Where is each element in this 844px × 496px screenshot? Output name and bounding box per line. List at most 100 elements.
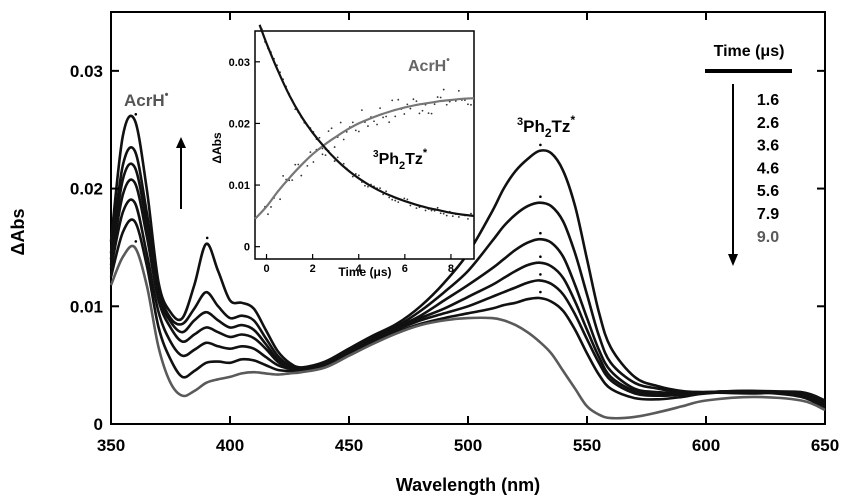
inset-data-point (415, 207, 418, 210)
inset-data-point (342, 162, 345, 165)
inset-y-ticks: 0 0.01 0.02 0.03 (229, 57, 260, 254)
inset-background (255, 31, 474, 259)
inset-x-tick-label: 6 (402, 263, 408, 275)
inset-x-tick-label: 0 (263, 263, 269, 275)
series-line-9-0us (109, 244, 826, 420)
inset-data-point (379, 107, 381, 110)
legend-entry: 5.6 (757, 183, 779, 200)
inset-data-point (391, 198, 394, 201)
inset-data-point (376, 123, 378, 126)
inset-x-tick-label: 2 (310, 263, 316, 275)
series-line-1-6us (109, 114, 826, 402)
triplet-ph2tz-label: 3Ph2Tz* (517, 113, 575, 140)
inset-data-point (279, 198, 281, 201)
data-point (205, 236, 209, 240)
inset-data-point (397, 201, 400, 204)
inset-data-point (388, 121, 391, 124)
inset-data-point (403, 197, 406, 200)
inset-data-point (330, 127, 333, 130)
legend-entry: 9.0 (757, 229, 779, 246)
data-point (539, 143, 542, 147)
legend-entry: 1.6 (757, 92, 779, 109)
inset-data-point (382, 193, 385, 196)
series-line-4-6us (109, 178, 826, 408)
x-axis-title: Wavelength (nm) (396, 475, 540, 495)
inset-data-point (385, 115, 388, 118)
legend-entry: 4.6 (757, 160, 779, 177)
inset-data-point (267, 213, 269, 216)
inset-data-point (415, 100, 418, 103)
main-series-group (109, 112, 826, 420)
data-point (539, 273, 542, 276)
inset-decay-curve (258, 24, 475, 217)
inset-data-point (309, 151, 312, 154)
acrh-radical-label: AcrH• (124, 89, 169, 110)
inset-data-point (418, 112, 421, 115)
x-tick-label: 500 (454, 436, 482, 455)
inset-data-point (430, 112, 433, 115)
legend-title: Time (μs) (714, 43, 785, 60)
inset-data-point (406, 198, 409, 201)
inset-data-point (433, 103, 436, 106)
inset-data-point (388, 196, 391, 199)
inset-data-point (333, 160, 336, 162)
inset-data-point (385, 190, 388, 193)
inset-data-point (297, 163, 300, 166)
x-tick-label: 400 (216, 436, 244, 455)
legend-arrow-head-icon (728, 254, 738, 266)
inset-data-point (470, 103, 472, 106)
inset-rise-curve (254, 97, 475, 220)
inset-data-point (336, 156, 339, 159)
data-point (539, 255, 542, 259)
x-tick-label: 550 (573, 436, 601, 455)
inset-data-point (451, 215, 454, 218)
inset-data-point (394, 115, 397, 118)
inset-data-point (360, 109, 363, 112)
inset-data-point (373, 120, 375, 123)
inset-data-point (354, 129, 357, 132)
inset-y-tick-label: 0.03 (229, 57, 250, 69)
legend-entries: 1.6 2.6 3.6 4.6 5.6 7.9 9.0 (757, 92, 779, 246)
x-tick-label: 650 (811, 436, 839, 455)
inset-data-point (357, 130, 360, 133)
legend-entry: 3.6 (757, 138, 779, 155)
inset-data-point (270, 206, 272, 208)
inset-y-tick-label: 0.02 (229, 118, 250, 130)
data-point (134, 240, 138, 243)
inset-data-point (445, 214, 448, 217)
inset-data-point (291, 179, 294, 182)
inset-data-point (442, 88, 445, 91)
inset-data-point (339, 121, 342, 124)
inset-data-point (327, 130, 330, 133)
legend: Time (μs) 1.6 2.6 3.6 4.6 5.6 7.9 9.0 (705, 43, 792, 266)
inset-data-point (439, 96, 442, 99)
y-axis-title: ΔAbs (8, 209, 28, 256)
series-line-2-6us (109, 146, 826, 404)
inset-data-point (282, 175, 285, 177)
inset-data-point (382, 116, 385, 119)
inset-x-ticks: 0 2 4 6 8 (263, 254, 454, 275)
inset-data-point (367, 125, 369, 127)
inset-data-point (427, 112, 430, 114)
inset-data-point (457, 216, 460, 218)
main-y-ticks: 0 0.01 0.02 0.03 (70, 62, 825, 434)
legend-entry: 7.9 (757, 206, 779, 223)
inset-y-axis-title: ΔAbs (210, 132, 224, 164)
inset-data-point (436, 96, 439, 98)
inset-x-axis-title: Time (μs) (338, 265, 391, 279)
inset-data-point (439, 212, 442, 215)
inset-y-tick-label: 0 (244, 242, 250, 254)
inset-data-point (424, 209, 427, 212)
inset-data-point (324, 154, 327, 157)
inset-data-point (412, 98, 415, 101)
inset-data-point (321, 147, 324, 150)
inset-ph2tz-label: 3Ph2Tz* (373, 147, 428, 172)
data-point (539, 231, 542, 235)
inset-data-point (436, 206, 439, 209)
inset-data-point (351, 175, 354, 178)
x-tick-label: 450 (335, 436, 363, 455)
data-point (539, 290, 542, 294)
inset-data-point (397, 98, 400, 101)
inset-data-point (357, 174, 360, 177)
